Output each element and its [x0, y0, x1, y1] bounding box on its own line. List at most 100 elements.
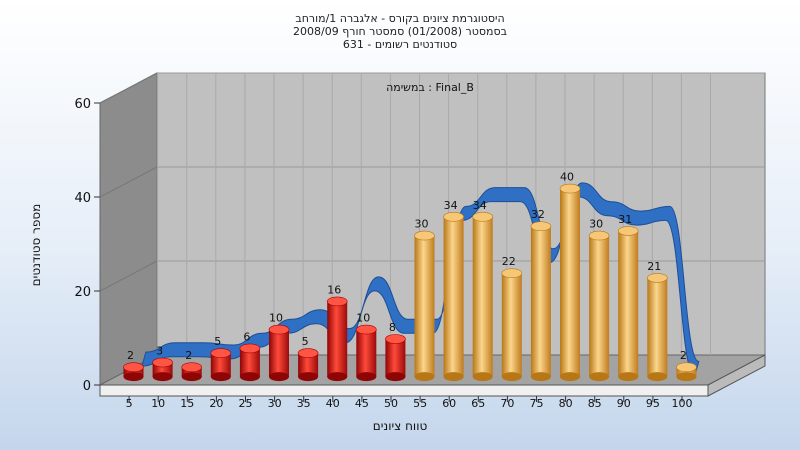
bar-85 — [588, 230, 610, 382]
bar-40 — [326, 296, 348, 382]
bar-bottom — [298, 372, 319, 382]
bar-value-label: 40 — [560, 171, 574, 184]
bar-value-label: 34 — [444, 199, 458, 212]
bar-top — [181, 362, 203, 373]
chart-title-line-3: 631 - סטודנטים רשומים — [343, 38, 457, 51]
x-tick-label: 70 — [500, 397, 514, 410]
bar-value-label: 32 — [531, 208, 545, 221]
bar-body — [269, 329, 290, 377]
bar-70 — [501, 268, 523, 382]
bar-value-label: 5 — [214, 335, 221, 348]
bar-value-label: 2 — [185, 349, 192, 362]
bar-top — [152, 357, 173, 368]
bar-value-label: 22 — [502, 255, 516, 268]
bar-50 — [385, 334, 406, 382]
bar-5 — [123, 362, 144, 382]
bar-bottom — [385, 372, 406, 382]
x-tick-label: 35 — [297, 397, 311, 410]
bar-value-label: 31 — [618, 213, 632, 226]
y-tick-label: 40 — [74, 191, 91, 206]
bar-95 — [647, 273, 668, 382]
plot-left-wall — [99, 72, 158, 386]
bar-value-label: 6 — [243, 330, 250, 343]
bar-body — [298, 353, 319, 377]
x-tick-label: 10 — [151, 397, 165, 410]
bar-80 — [559, 183, 581, 382]
bar-body — [530, 226, 551, 377]
bar-body — [560, 188, 581, 377]
bar-top — [210, 348, 232, 358]
bar-bottom — [152, 372, 173, 382]
chart-subtitle: במשימה : Final_B — [386, 81, 474, 94]
chart-title-line-1: היסטוגרמת ציונים בקורס - אלגברה 1/מורחב — [295, 12, 504, 25]
bar-75 — [530, 221, 552, 382]
bar-body — [443, 216, 464, 377]
bar-top — [559, 183, 581, 194]
bar-bottom — [530, 372, 551, 382]
bar-top — [501, 268, 523, 279]
bar-bottom — [327, 372, 348, 382]
bar-bottom — [472, 372, 493, 382]
bar-bottom — [414, 372, 435, 382]
bar-top — [676, 362, 697, 373]
bar-body — [356, 329, 377, 377]
x-tick-label: 95 — [646, 397, 660, 410]
gridline-left — [99, 260, 158, 292]
x-tick-label: 85 — [588, 397, 602, 410]
bar-bottom — [123, 372, 144, 382]
y-tick-label: 60 — [74, 97, 91, 112]
bar-top — [647, 273, 668, 283]
bar-15 — [181, 362, 203, 382]
y-tick-label: 0 — [83, 379, 91, 394]
x-tick-label: 45 — [355, 397, 369, 410]
bar-value-label: 30 — [415, 218, 429, 231]
x-tick-label: 5 — [126, 397, 133, 410]
bar-bottom — [647, 372, 668, 382]
y-axis-title: מספר סטודנטים — [29, 204, 43, 287]
bars — [123, 183, 697, 382]
bar-top — [414, 230, 435, 241]
bar-value-label: 10 — [269, 312, 283, 325]
bar-body — [414, 235, 435, 377]
bar-value-label: 5 — [302, 335, 309, 348]
bar-body — [647, 277, 668, 377]
x-tick-label: 55 — [413, 397, 427, 410]
bar-value-label: 10 — [356, 312, 370, 325]
x-tick-label: 75 — [530, 397, 544, 410]
x-tick-label: 50 — [384, 397, 398, 410]
bar-body — [501, 273, 522, 377]
x-tick-label: 15 — [180, 397, 194, 410]
bar-value-label: 16 — [327, 283, 341, 296]
bar-value-label: 2 — [127, 349, 134, 362]
bar-top — [588, 230, 610, 241]
bar-body — [618, 230, 639, 377]
y-axis-ticks: 0 20 40 60 — [74, 97, 100, 394]
bar-65 — [472, 212, 494, 382]
bar-bottom — [618, 372, 639, 382]
x-axis-ticks: 5 10 15 20 25 30 35 40 45 50 55 60 65 70 75 80 85 90 95 100 — [126, 396, 693, 410]
bar-60 — [443, 212, 464, 382]
bar-100 — [676, 362, 697, 382]
bar-55 — [414, 230, 435, 382]
bar-bottom — [501, 372, 522, 382]
bar-10 — [152, 357, 173, 382]
bar-35 — [297, 348, 319, 382]
bar-bottom — [356, 372, 377, 382]
bar-bottom — [269, 372, 290, 382]
bar-value-label: 2 — [680, 349, 687, 362]
y-tick-label: 20 — [74, 285, 91, 300]
bar-bottom — [210, 372, 231, 382]
x-tick-label: 80 — [559, 397, 573, 410]
bar-90 — [617, 226, 639, 382]
bar-body — [472, 216, 493, 377]
bar-bottom — [589, 372, 610, 382]
plot-base-front — [99, 384, 709, 397]
bar-bottom — [676, 372, 697, 382]
bar-value-label: 21 — [647, 260, 661, 273]
bar-value-label: 30 — [589, 218, 603, 231]
bar-bottom — [560, 372, 581, 382]
bar-top — [385, 334, 406, 344]
bar-top — [443, 212, 464, 222]
